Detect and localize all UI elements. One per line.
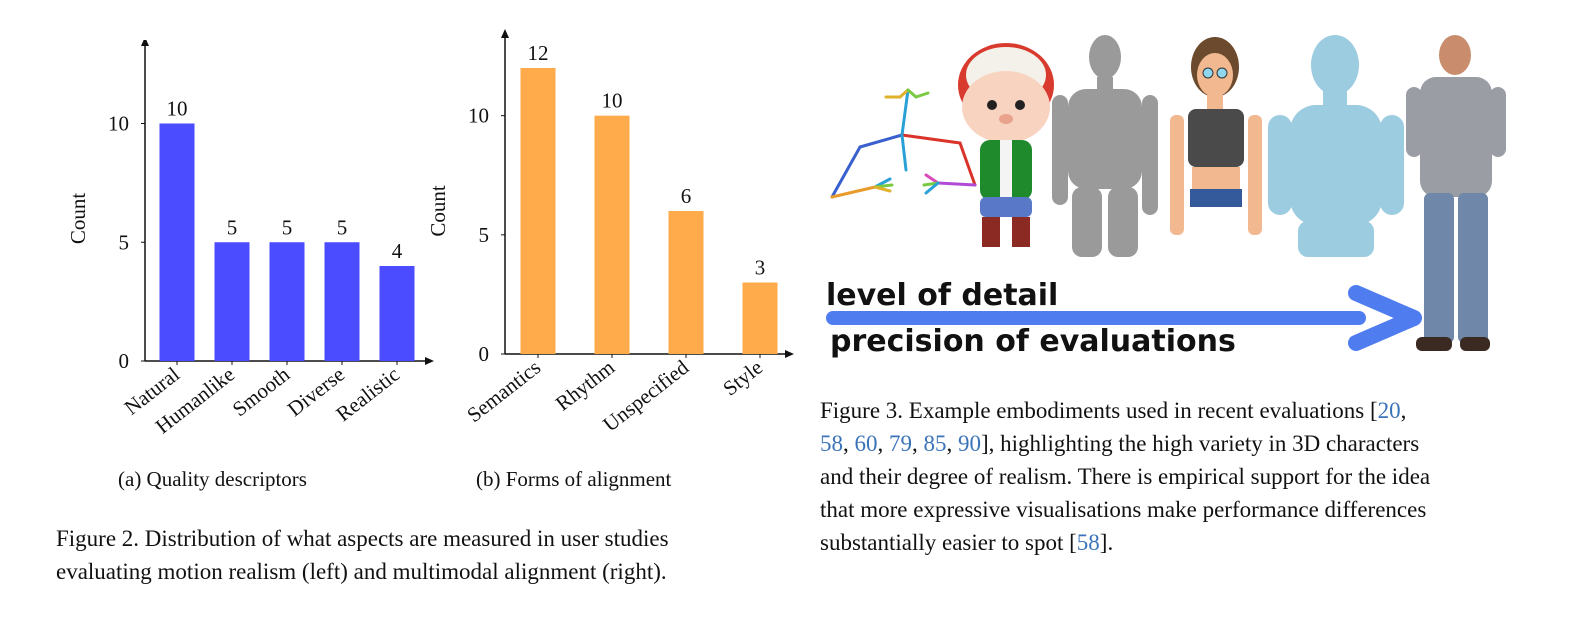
bar-smooth (269, 242, 305, 361)
y-tick-label: 5 (479, 223, 490, 247)
figure3-caption-line-1: Figure 3. Example embodiments used in re… (820, 394, 1520, 427)
figure2-caption: Figure 2. Distribution of what aspects a… (56, 522, 796, 588)
caption-text: that more expressive visualisations make… (820, 497, 1427, 522)
data-label-smooth: 5 (282, 215, 293, 239)
embodiments-illustration: level of detail precision of evaluations (826, 35, 1506, 359)
subcaption-a: (a) Quality descriptors (118, 467, 307, 491)
caption-text: substantially easier to spot [ (820, 530, 1077, 555)
data-label-diverse: 5 (337, 215, 348, 239)
data-label-unspecified: 6 (681, 184, 692, 208)
caption-text: ]. (1099, 530, 1114, 555)
y-tick-label: 5 (119, 230, 130, 254)
citation-link[interactable]: 60 (854, 431, 878, 456)
smpl-body (1268, 35, 1404, 257)
data-label-natural: 10 (167, 97, 188, 121)
bar-diverse (324, 242, 360, 361)
bar-humanlike (214, 242, 250, 361)
x-tick-label-smooth: Smooth (228, 362, 295, 421)
data-label-humanlike: 5 (227, 215, 238, 239)
citation-link[interactable]: 58 (820, 431, 843, 456)
caption-text: , (1400, 398, 1407, 423)
x-tick-label-semantics: Semantics (462, 355, 545, 427)
y-axis-arrow (501, 29, 509, 38)
caption-text: , (843, 431, 855, 456)
y-axis-label: Count (66, 193, 90, 245)
data-label-realistic: 4 (392, 239, 403, 263)
figure3-caption-line-5: substantially easier to spot [58]. (820, 526, 1520, 559)
caption-text: and their degree of realism. There is em… (820, 464, 1431, 489)
mannequin (1052, 35, 1158, 257)
stylized-woman (1170, 37, 1262, 235)
subcaption-b: (b) Forms of alignment (476, 467, 672, 491)
caption-text: ], highlighting the high variety in 3D c… (981, 431, 1420, 456)
x-tick-label-realistic: Realistic (331, 362, 404, 426)
chart-quality-descriptors: 0510Count10Natural5Humanlike5Smooth5Dive… (66, 40, 434, 438)
y-axis-label: Count (426, 185, 450, 237)
chart-forms-of-alignment: 0510Count12Semantics10Rhythm6Unspecified… (426, 29, 794, 436)
data-label-style: 3 (755, 256, 766, 280)
realism-arrow (826, 285, 1422, 351)
y-tick-label: 10 (108, 112, 129, 136)
bar-style (742, 282, 778, 354)
bar-unspecified (668, 211, 704, 354)
bar-natural (159, 123, 195, 361)
caption-text: , (946, 431, 958, 456)
photoreal-man (1406, 35, 1506, 351)
y-tick-label: 10 (468, 104, 489, 128)
figure3-caption: Figure 3. Example embodiments used in re… (820, 394, 1520, 559)
y-axis-arrow (141, 40, 149, 46)
figure3-caption-line-2: 58, 60, 79, 85, 90], highlighting the hi… (820, 427, 1520, 460)
citation-link[interactable]: 58 (1076, 530, 1100, 555)
caption-text: Figure 3. Example embodiments used in re… (820, 398, 1378, 423)
x-axis-arrow (785, 350, 794, 358)
y-tick-label: 0 (119, 349, 130, 373)
citation-link[interactable]: 79 (889, 431, 912, 456)
data-label-semantics: 12 (528, 41, 549, 65)
x-tick-label-rhythm: Rhythm (551, 355, 619, 416)
figure2-caption-line-1: Figure 2. Distribution of what aspects a… (56, 526, 669, 551)
arrow-label-precision: precision of evaluations (830, 324, 1236, 359)
bar-semantics (520, 68, 556, 354)
bar-rhythm (594, 115, 630, 355)
cartoon-boy (958, 43, 1054, 247)
citation-link[interactable]: 20 (1377, 398, 1401, 423)
citation-link[interactable]: 90 (958, 431, 981, 456)
citation-link[interactable]: 85 (923, 431, 947, 456)
figure2-caption-line-2: evaluating motion realism (left) and mul… (56, 559, 667, 584)
y-tick-label: 0 (479, 342, 490, 366)
caption-text: , (912, 431, 924, 456)
x-tick-label-style: Style (718, 355, 767, 400)
x-axis-arrow (425, 357, 434, 365)
arrow-label-level-of-detail: level of detail (826, 278, 1058, 313)
caption-text: , (877, 431, 889, 456)
figure3-caption-line-4: that more expressive visualisations make… (820, 493, 1520, 526)
figure3-caption-line-3: and their degree of realism. There is em… (820, 460, 1520, 493)
data-label-rhythm: 10 (602, 89, 623, 113)
stick-figure (830, 88, 977, 199)
bar-realistic (379, 266, 415, 361)
